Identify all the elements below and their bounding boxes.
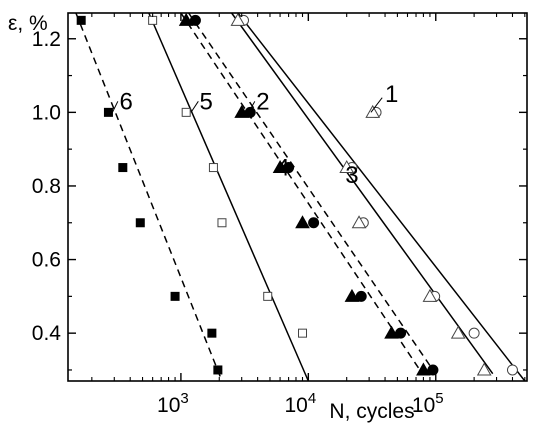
y-tick-label: 0.4 [32,322,62,345]
point-series-5 [208,163,218,173]
fit-line-6 [75,12,223,382]
point-series-1 [506,364,518,376]
x-tick-base: 10 [157,394,180,417]
fit-line-4 [180,12,421,371]
x-tick-base: 10 [284,394,307,417]
point-series-3 [230,12,246,26]
curve-label-4: 4 [276,155,289,182]
leader-line-6 [111,101,119,113]
point-series-5 [181,107,191,117]
y-tick-label: 1.0 [32,101,61,124]
x-tick-exponent: 4 [308,390,316,407]
point-series-4 [384,325,399,339]
point-series-5 [263,291,273,301]
point-series-3 [422,288,438,302]
point-series-2 [427,364,439,376]
fit-line-3 [231,12,494,375]
point-series-4 [178,12,194,26]
point-series-1 [468,327,480,339]
point-series-4 [416,362,431,376]
point-series-4 [234,104,250,118]
leader-line-2 [248,101,256,113]
fit-line-1 [237,12,526,382]
point-series-3 [450,325,466,339]
point-series-5 [298,328,308,338]
curve-label-5: 5 [200,88,213,115]
leader-line-1 [370,97,383,113]
y-axis-title: ε, % [8,12,48,35]
point-series-3 [476,362,492,376]
x-tick-label: 104 [284,390,316,417]
y-tick-label: 0.8 [32,175,61,198]
point-series-5 [148,15,158,25]
point-series-5 [217,218,227,228]
point-series-6 [170,291,180,301]
curve-label-1: 1 [385,81,398,108]
point-series-2 [308,217,320,229]
x-axis-title: N, cycles [329,400,414,423]
x-tick-label: 103 [157,390,189,417]
point-series-3 [365,104,381,118]
y-tick-label: 0.6 [32,249,61,272]
point-series-3 [351,215,367,229]
curve-label-2: 2 [256,88,269,115]
point-series-6 [207,328,217,338]
point-series-6 [213,365,223,375]
point-series-4 [344,288,360,302]
point-series-6 [76,15,86,25]
point-series-4 [272,160,288,174]
point-series-3 [339,160,355,174]
plot-layer: 1 2 3 4 5 6 [75,12,526,382]
point-series-4 [295,215,310,229]
axes-layer [67,12,528,382]
fit-line-5 [148,12,310,382]
leader-line-5 [190,101,199,113]
y-tick-label: 1.2 [32,28,61,51]
x-tick-label: 105 [412,390,444,417]
x-tick-base: 10 [412,394,435,417]
point-series-6 [118,163,128,173]
point-series-6 [135,218,145,228]
plot-frame [67,12,528,382]
x-tick-exponent: 3 [180,390,188,407]
fit-line-2 [188,12,434,371]
point-series-6 [103,107,113,117]
x-tick-exponent: 5 [435,390,443,407]
curve-label-3: 3 [345,162,358,189]
curve-label-6: 6 [120,88,133,115]
